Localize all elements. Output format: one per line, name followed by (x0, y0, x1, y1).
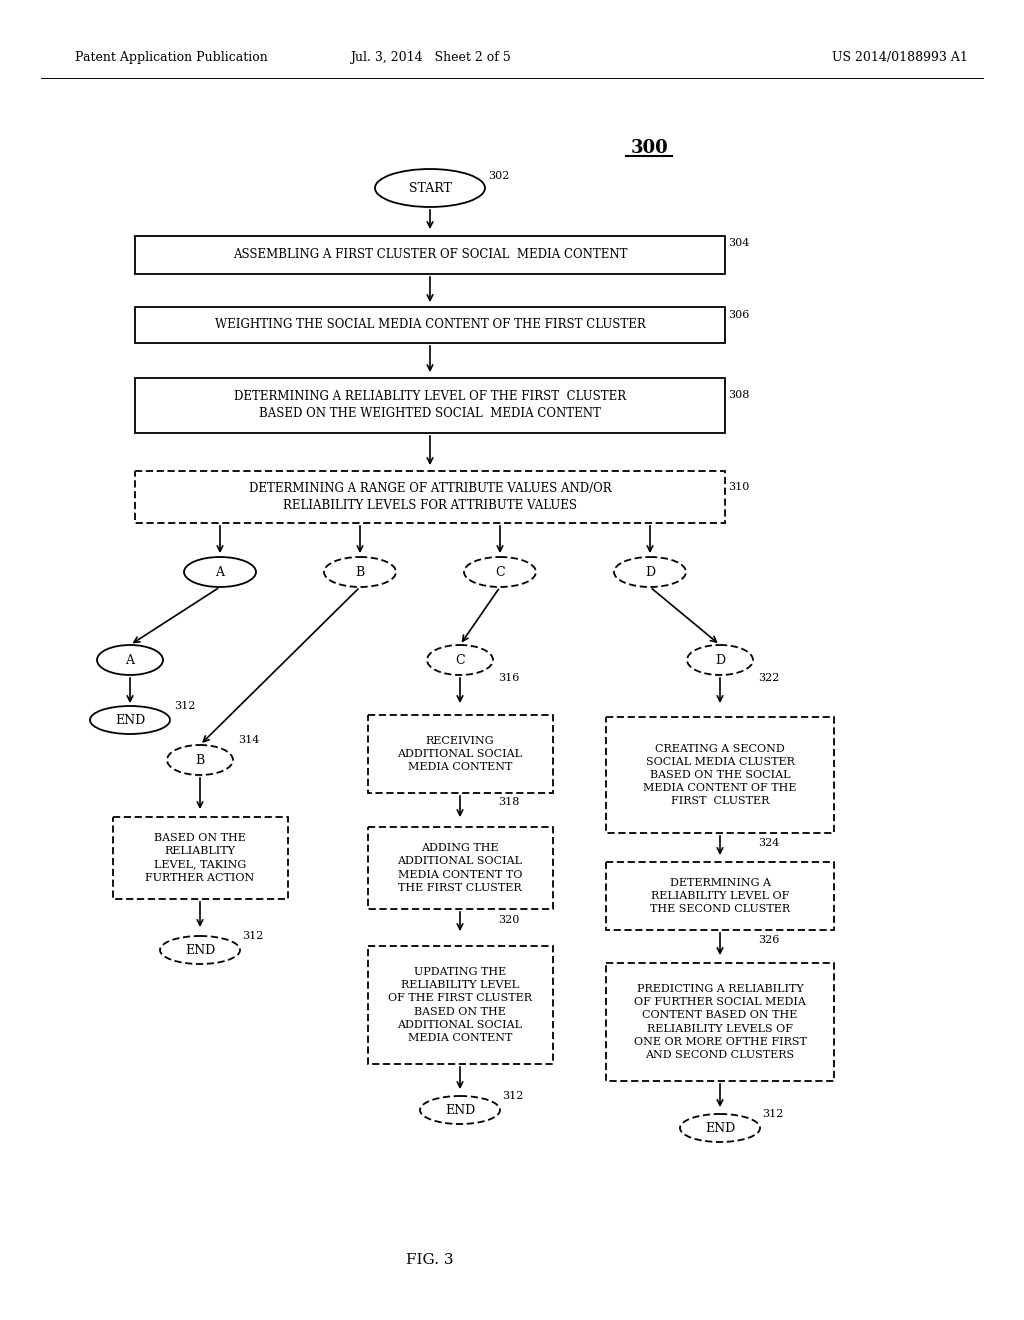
Text: CREATING A SECOND
SOCIAL MEDIA CLUSTER
BASED ON THE SOCIAL
MEDIA CONTENT OF THE
: CREATING A SECOND SOCIAL MEDIA CLUSTER B… (643, 743, 797, 807)
Text: C: C (456, 653, 465, 667)
Text: US 2014/0188993 A1: US 2014/0188993 A1 (833, 51, 968, 65)
Text: END: END (705, 1122, 735, 1134)
Text: 318: 318 (498, 797, 519, 807)
Text: 312: 312 (174, 701, 196, 711)
Text: FIG. 3: FIG. 3 (407, 1253, 454, 1267)
Text: START: START (409, 181, 452, 194)
Text: D: D (715, 653, 725, 667)
Text: 312: 312 (242, 931, 263, 941)
Text: 310: 310 (728, 482, 750, 492)
Text: 304: 304 (728, 238, 750, 248)
Text: D: D (645, 565, 655, 578)
Text: A: A (126, 653, 134, 667)
Text: 316: 316 (498, 673, 519, 682)
Text: Patent Application Publication: Patent Application Publication (75, 51, 267, 65)
Text: 308: 308 (728, 389, 750, 400)
Text: C: C (496, 565, 505, 578)
Text: UPDATING THE
RELIABILITY LEVEL
OF THE FIRST CLUSTER
BASED ON THE
ADDITIONAL SOCI: UPDATING THE RELIABILITY LEVEL OF THE FI… (388, 968, 532, 1043)
Text: B: B (196, 754, 205, 767)
Text: PREDICTING A RELIABILITY
OF FURTHER SOCIAL MEDIA
CONTENT BASED ON THE
RELIABILIT: PREDICTING A RELIABILITY OF FURTHER SOCI… (634, 983, 807, 1060)
Text: A: A (215, 565, 224, 578)
Text: ASSEMBLING A FIRST CLUSTER OF SOCIAL  MEDIA CONTENT: ASSEMBLING A FIRST CLUSTER OF SOCIAL MED… (232, 248, 628, 261)
Text: DETERMINING A RANGE OF ATTRIBUTE VALUES AND/OR
RELIABILITY LEVELS FOR ATTRIBUTE : DETERMINING A RANGE OF ATTRIBUTE VALUES … (249, 482, 611, 512)
Text: 314: 314 (238, 735, 259, 744)
Text: 324: 324 (758, 838, 779, 847)
Text: Jul. 3, 2014   Sheet 2 of 5: Jul. 3, 2014 Sheet 2 of 5 (349, 51, 510, 65)
Text: DETERMINING A
RELIABILITY LEVEL OF
THE SECOND CLUSTER: DETERMINING A RELIABILITY LEVEL OF THE S… (650, 878, 791, 915)
Text: BASED ON THE
RELIABLITY
LEVEL, TAKING
FURTHER ACTION: BASED ON THE RELIABLITY LEVEL, TAKING FU… (145, 833, 255, 883)
Text: 326: 326 (758, 935, 779, 945)
Text: 312: 312 (502, 1092, 523, 1101)
Text: WEIGHTING THE SOCIAL MEDIA CONTENT OF THE FIRST CLUSTER: WEIGHTING THE SOCIAL MEDIA CONTENT OF TH… (215, 318, 645, 331)
Text: 320: 320 (498, 915, 519, 925)
Text: 322: 322 (758, 673, 779, 682)
Text: ADDING THE
ADDITIONAL SOCIAL
MEDIA CONTENT TO
THE FIRST CLUSTER: ADDING THE ADDITIONAL SOCIAL MEDIA CONTE… (397, 843, 522, 892)
Text: B: B (355, 565, 365, 578)
Text: END: END (185, 944, 215, 957)
Text: 306: 306 (728, 310, 750, 319)
Text: END: END (115, 714, 145, 726)
Text: 312: 312 (762, 1109, 783, 1119)
Text: 302: 302 (488, 172, 509, 181)
Text: 300: 300 (631, 139, 669, 157)
Text: DETERMINING A RELIABLITY LEVEL OF THE FIRST  CLUSTER
BASED ON THE WEIGHTED SOCIA: DETERMINING A RELIABLITY LEVEL OF THE FI… (233, 389, 626, 420)
Text: RECEIVING
ADDITIONAL SOCIAL
MEDIA CONTENT: RECEIVING ADDITIONAL SOCIAL MEDIA CONTEN… (397, 735, 522, 772)
Text: END: END (444, 1104, 475, 1117)
